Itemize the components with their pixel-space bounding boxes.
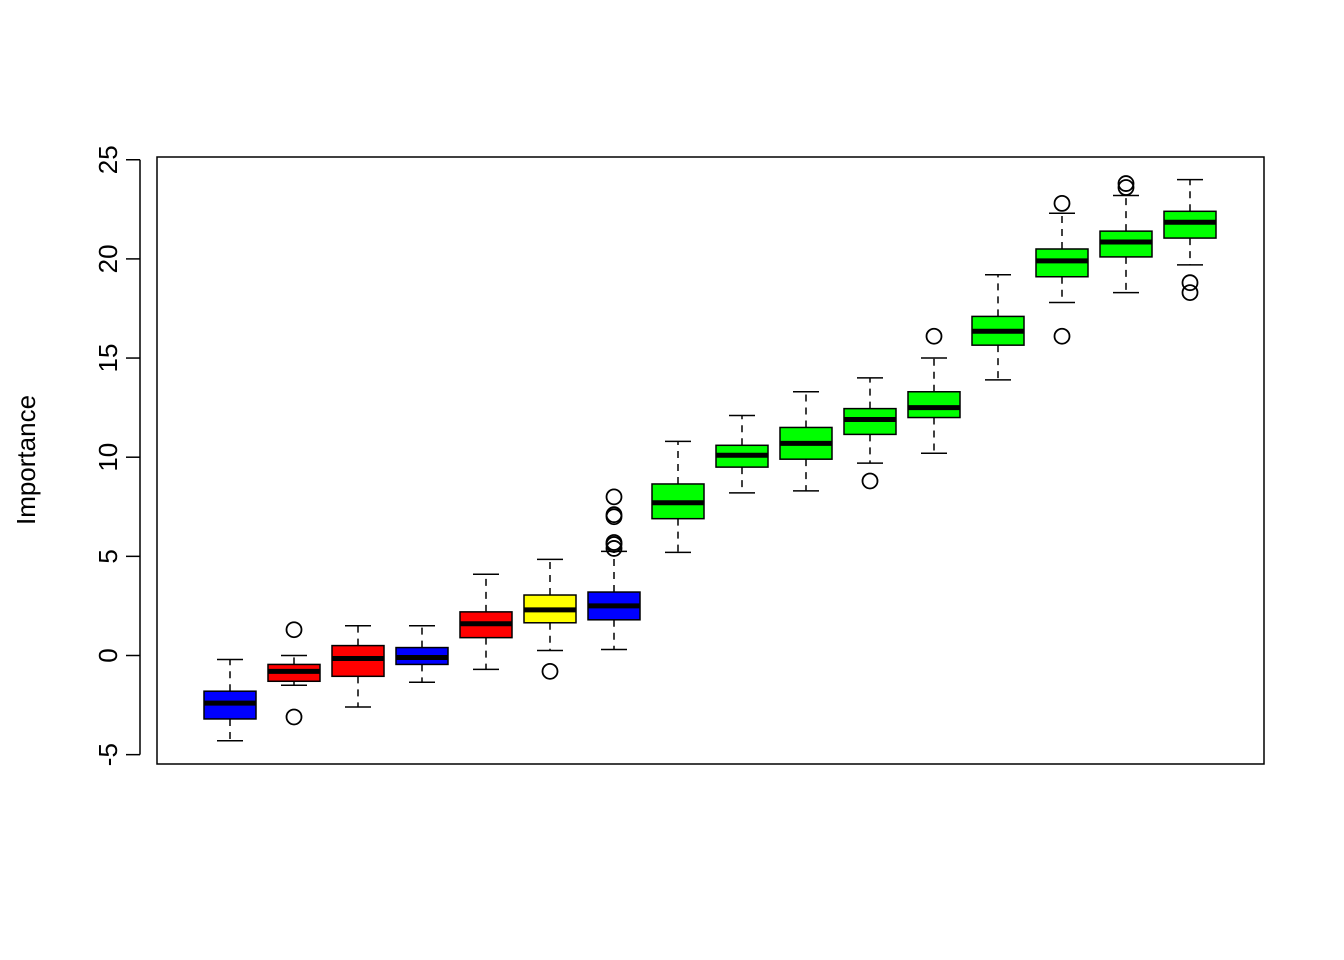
outlier-point bbox=[285, 621, 303, 639]
box-12 bbox=[907, 327, 961, 454]
outlier-point bbox=[605, 506, 623, 524]
y-tick-label: 0 bbox=[93, 648, 123, 662]
outlier-point bbox=[1053, 327, 1071, 345]
box-8 bbox=[651, 440, 705, 554]
outlier-point bbox=[605, 534, 623, 551]
outlier-point bbox=[1117, 179, 1135, 196]
y-tick-label: 10 bbox=[93, 443, 123, 472]
outlier-point bbox=[605, 488, 623, 506]
outlier-point bbox=[1117, 175, 1135, 192]
box-1 bbox=[203, 658, 257, 742]
outlier-point bbox=[285, 708, 303, 726]
plot-frame bbox=[156, 156, 1265, 765]
box-10 bbox=[779, 391, 833, 492]
y-tick-label: 5 bbox=[93, 549, 123, 563]
box-9 bbox=[715, 414, 769, 494]
box-6 bbox=[523, 558, 577, 680]
outlier-point bbox=[1053, 194, 1071, 212]
outlier-point bbox=[1181, 274, 1199, 292]
y-axis: -5 0 5 10 15 20 25 bbox=[93, 145, 141, 766]
y-axis-label: Importance bbox=[11, 395, 41, 525]
box-group bbox=[203, 175, 1217, 742]
box-16 bbox=[1163, 178, 1217, 302]
outlier-point bbox=[605, 540, 623, 557]
y-tick-label: 20 bbox=[93, 244, 123, 273]
box-5 bbox=[459, 573, 513, 671]
box-14 bbox=[1035, 194, 1089, 345]
box-4 bbox=[395, 625, 449, 684]
box-15 bbox=[1099, 175, 1153, 294]
outlier-point bbox=[541, 662, 559, 680]
box-13 bbox=[971, 274, 1025, 381]
outlier-point bbox=[1181, 284, 1199, 302]
outlier-point bbox=[925, 327, 943, 345]
box-2 bbox=[267, 621, 321, 726]
outlier-point bbox=[861, 472, 879, 490]
y-tick-label: 25 bbox=[93, 145, 123, 174]
box-11 bbox=[843, 377, 897, 490]
box-iqr bbox=[907, 391, 961, 419]
box-7 bbox=[587, 488, 641, 651]
box-3 bbox=[331, 625, 385, 708]
y-tick-label: -5 bbox=[93, 743, 123, 766]
y-tick-label: 15 bbox=[93, 344, 123, 373]
